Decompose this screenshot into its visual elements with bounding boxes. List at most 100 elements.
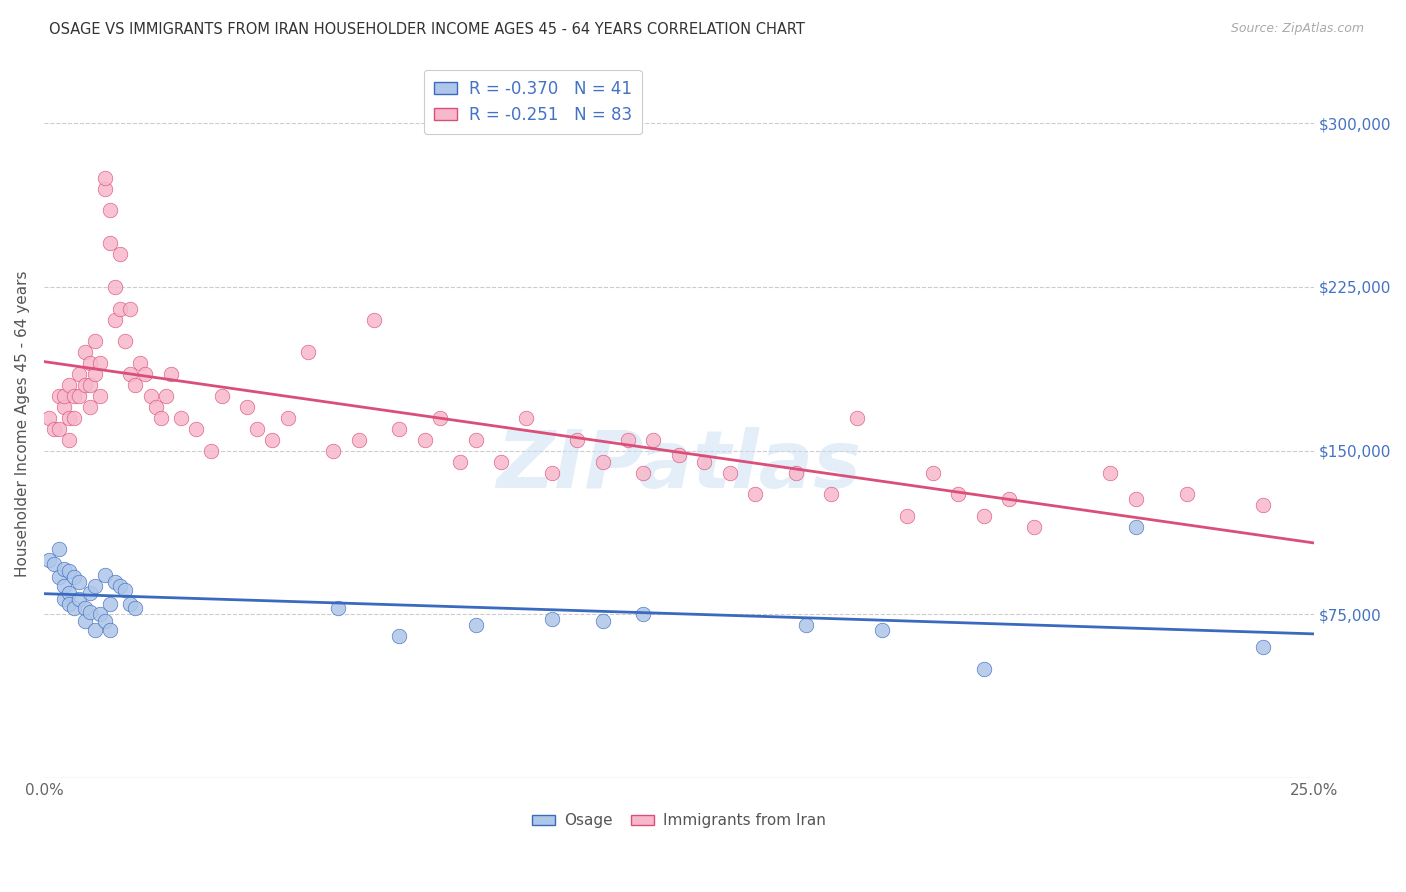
Point [149, 411, 172, 425]
Point [83, 334, 105, 349]
Point [83, 623, 105, 637]
Point [108, 247, 131, 261]
Point [58, 378, 80, 392]
Point [246, 422, 269, 436]
Point [328, 600, 350, 615]
Point [870, 623, 893, 637]
Point [89, 607, 111, 622]
Point [69, 389, 91, 403]
Point [631, 466, 654, 480]
Point [1125, 491, 1147, 506]
Point [42, 558, 65, 572]
Point [58, 411, 80, 425]
Point [718, 466, 741, 480]
Point [53, 389, 76, 403]
Point [896, 509, 918, 524]
Point [567, 433, 589, 447]
Point [108, 301, 131, 316]
Point [322, 443, 344, 458]
Point [108, 579, 131, 593]
Point [79, 605, 101, 619]
Point [83, 579, 105, 593]
Point [79, 400, 101, 414]
Point [973, 509, 995, 524]
Point [170, 411, 193, 425]
Point [79, 585, 101, 599]
Point [347, 433, 370, 447]
Point [73, 378, 96, 392]
Point [643, 433, 665, 447]
Point [388, 422, 411, 436]
Point [63, 570, 86, 584]
Point [124, 378, 146, 392]
Point [540, 612, 562, 626]
Text: Source: ZipAtlas.com: Source: ZipAtlas.com [1230, 22, 1364, 36]
Point [489, 454, 512, 468]
Point [58, 433, 80, 447]
Point [631, 607, 654, 622]
Point [155, 389, 177, 403]
Point [186, 422, 208, 436]
Point [58, 585, 80, 599]
Point [921, 466, 943, 480]
Point [145, 400, 167, 414]
Point [1024, 520, 1046, 534]
Point [388, 629, 411, 643]
Point [1099, 466, 1122, 480]
Point [1125, 520, 1147, 534]
Point [744, 487, 766, 501]
Point [540, 466, 562, 480]
Point [73, 600, 96, 615]
Point [129, 356, 152, 370]
Point [63, 600, 86, 615]
Point [413, 433, 436, 447]
Point [38, 411, 60, 425]
Point [1175, 487, 1198, 501]
Point [464, 433, 486, 447]
Point [1251, 640, 1274, 655]
Point [79, 356, 101, 370]
Point [53, 579, 76, 593]
Point [124, 600, 146, 615]
Point [79, 378, 101, 392]
Point [998, 491, 1021, 506]
Point [94, 568, 117, 582]
Point [48, 541, 70, 556]
Text: ZIPatlas: ZIPatlas [496, 427, 862, 505]
Point [114, 334, 136, 349]
Point [38, 553, 60, 567]
Point [89, 356, 111, 370]
Y-axis label: Householder Income Ages 45 - 64 years: Householder Income Ages 45 - 64 years [15, 270, 30, 576]
Point [363, 312, 385, 326]
Point [668, 448, 690, 462]
Point [1251, 498, 1274, 512]
Point [820, 487, 842, 501]
Point [94, 170, 117, 185]
Point [63, 411, 86, 425]
Text: OSAGE VS IMMIGRANTS FROM IRAN HOUSEHOLDER INCOME AGES 45 - 64 YEARS CORRELATION : OSAGE VS IMMIGRANTS FROM IRAN HOUSEHOLDE… [49, 22, 806, 37]
Point [73, 614, 96, 628]
Point [277, 411, 299, 425]
Point [429, 411, 451, 425]
Point [58, 597, 80, 611]
Point [58, 564, 80, 578]
Point [94, 181, 117, 195]
Point [98, 203, 121, 218]
Point [83, 368, 105, 382]
Point [693, 454, 716, 468]
Point [236, 400, 259, 414]
Point [94, 614, 117, 628]
Point [98, 597, 121, 611]
Point [48, 389, 70, 403]
Point [53, 400, 76, 414]
Point [592, 614, 614, 628]
Point [69, 592, 91, 607]
Point [120, 597, 142, 611]
Point [134, 368, 156, 382]
Point [89, 389, 111, 403]
Point [211, 389, 233, 403]
Point [98, 236, 121, 251]
Point [592, 454, 614, 468]
Point [48, 422, 70, 436]
Point [120, 368, 142, 382]
